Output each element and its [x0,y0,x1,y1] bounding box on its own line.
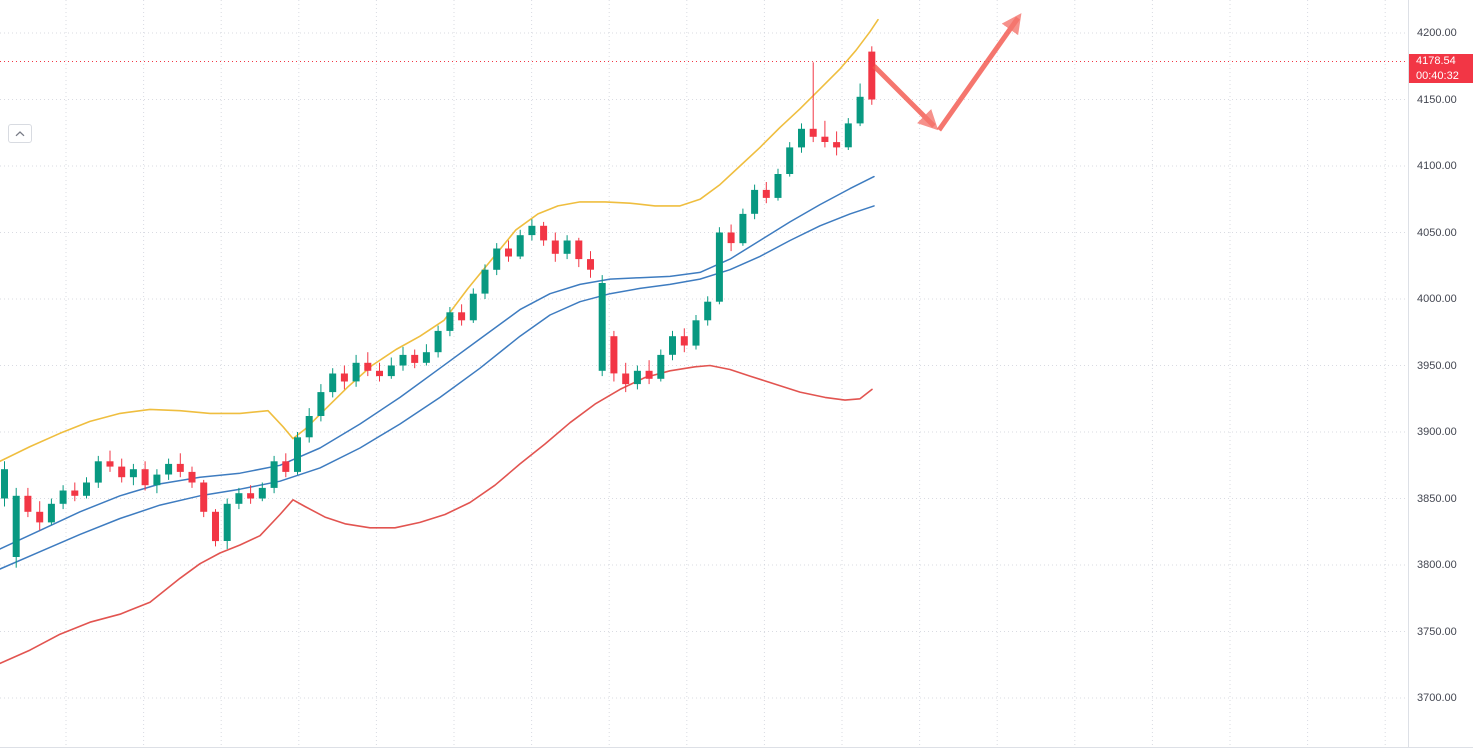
price-tick-label: 3900.00 [1417,426,1457,438]
price-axis[interactable]: 4200.00 4150.00 4100.00 4050.00 4000.00 3950.… [1408,0,1473,747]
bollinger-upper-band [0,18,879,463]
candles [1,46,876,568]
bar-countdown-badge: 00:40:32 [1409,69,1473,84]
price-tick-label: 4150.00 [1417,93,1457,106]
down-arrow[interactable] [872,64,939,131]
ma-slow-line [0,205,875,570]
price-tick-label: 3750.00 [1417,625,1457,638]
overlay-lines [0,18,879,665]
price-tick-label: 3700.00 [1417,692,1457,704]
price-tick-label: 3850.00 [1417,492,1457,505]
chevron-up-icon [15,130,25,136]
ma-fast-line [0,175,875,550]
time-axis-separator [0,747,1473,748]
price-tick-label: 4000.00 [1417,293,1457,305]
price-tick-label: 3950.00 [1417,359,1457,372]
last-price-badge: 4178.54 [1409,54,1473,70]
price-tick-label: 4050.00 [1417,226,1457,239]
candlestick-chart-canvas[interactable] [0,0,1408,751]
trend-arrows[interactable] [872,13,1022,132]
price-tick-label: 4200.00 [1417,27,1457,39]
up-arrow[interactable] [936,13,1022,132]
gridlines [0,0,1408,747]
price-tick-label: 3800.00 [1417,559,1457,571]
price-tick-label: 4100.00 [1417,160,1457,172]
pane-collapse-button[interactable] [8,124,32,143]
bollinger-lower-band [0,364,873,665]
